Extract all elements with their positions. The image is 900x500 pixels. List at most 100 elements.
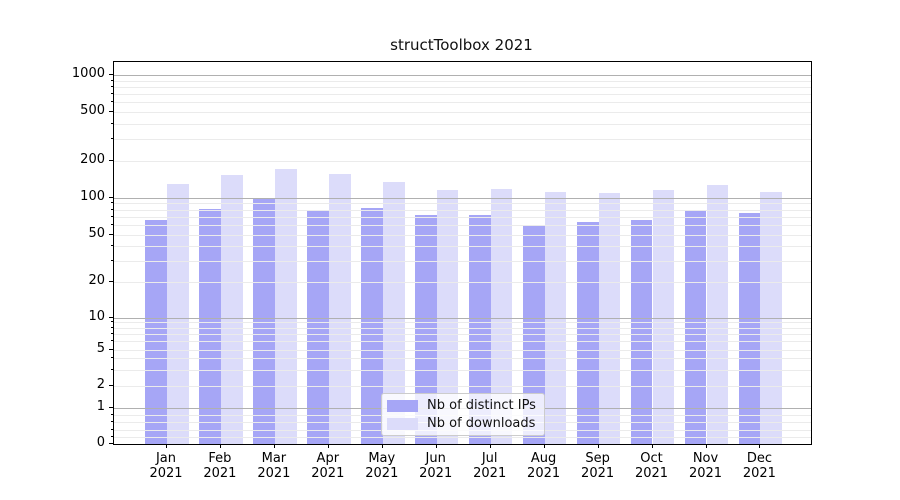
bar-distinct-ips-feb bbox=[199, 209, 221, 444]
gridline-800 bbox=[114, 86, 811, 88]
y-minor-tick-800 bbox=[111, 85, 113, 87]
legend-swatch-downloads bbox=[387, 417, 418, 430]
bar-distinct-ips-nov bbox=[684, 209, 707, 444]
bar-downloads-mar bbox=[274, 168, 297, 444]
bar-distinct-ips-may bbox=[361, 207, 383, 444]
x-tick-label-feb: Feb 2021 bbox=[203, 451, 237, 481]
x-tick-mark-sep bbox=[597, 444, 599, 448]
y-tick-label-1: 1 bbox=[96, 399, 105, 414]
legend-item-downloads: Nb of downloads bbox=[387, 417, 536, 430]
bar-downloads-sep bbox=[598, 192, 621, 444]
y-minor-tick-8 bbox=[111, 326, 113, 328]
y-tick-label-1000: 1000 bbox=[71, 66, 105, 81]
x-tick-label-sep: Sep 2021 bbox=[581, 451, 615, 481]
bar-distinct-ips-mar bbox=[253, 197, 275, 444]
x-tick-mark-jul bbox=[489, 444, 491, 448]
y-tick-mark-1000 bbox=[109, 74, 113, 75]
bar-distinct-ips-oct bbox=[630, 219, 653, 444]
x-tick-label-jul: Jul 2021 bbox=[473, 451, 507, 481]
chart-title: structToolbox 2021 bbox=[390, 36, 533, 54]
bar-downloads-jun bbox=[436, 190, 459, 444]
bar-distinct-ips-sep bbox=[576, 221, 599, 444]
y-minor-tick-6 bbox=[111, 340, 113, 342]
bar-distinct-ips-apr bbox=[307, 211, 329, 444]
y-minor-tick-400 bbox=[111, 122, 113, 124]
x-tick-mark-feb bbox=[219, 444, 221, 448]
y-minor-tick-30 bbox=[111, 260, 113, 262]
bar-downloads-jan bbox=[167, 183, 189, 444]
y-minor-tick-0.4 bbox=[111, 428, 113, 430]
gridline-300 bbox=[114, 139, 811, 141]
x-tick-mark-may bbox=[381, 444, 383, 448]
legend: Nb of distinct IPs Nb of downloads bbox=[381, 393, 545, 436]
y-tick-mark-0 bbox=[109, 443, 113, 444]
x-tick-label-apr: Apr 2021 bbox=[311, 451, 345, 481]
y-minor-tick-3 bbox=[111, 369, 113, 370]
y-tick-label-5: 5 bbox=[96, 340, 105, 356]
x-tick-label-mar: Mar 2021 bbox=[257, 451, 291, 481]
y-tick-label-2: 2 bbox=[96, 377, 105, 393]
x-tick-mark-mar bbox=[273, 444, 275, 448]
x-tick-label-nov: Nov 2021 bbox=[688, 451, 723, 481]
x-tick-mark-jan bbox=[166, 444, 167, 448]
y-tick-label-50: 50 bbox=[88, 225, 105, 241]
y-minor-tick-7 bbox=[111, 333, 113, 334]
gridline-200 bbox=[114, 161, 811, 162]
x-tick-label-aug: Aug 2021 bbox=[527, 451, 561, 481]
y-minor-tick-70 bbox=[111, 215, 113, 217]
y-minor-tick-90 bbox=[111, 202, 113, 204]
y-tick-mark-2 bbox=[109, 385, 113, 387]
x-tick-mark-oct bbox=[651, 444, 653, 448]
y-tick-label-20: 20 bbox=[88, 273, 105, 289]
plot-area: Nb of distinct IPs Nb of downloads bbox=[113, 61, 812, 445]
x-tick-mark-apr bbox=[327, 444, 329, 448]
y-tick-mark-200 bbox=[109, 160, 113, 161]
y-minor-tick-80 bbox=[111, 208, 113, 210]
x-tick-mark-aug bbox=[543, 444, 545, 448]
y-tick-mark-1 bbox=[109, 407, 113, 408]
bar-distinct-ips-jan bbox=[145, 219, 167, 444]
x-tick-label-jan: Jan 2021 bbox=[149, 451, 183, 481]
x-tick-mark-jun bbox=[435, 444, 437, 448]
y-tick-label-500: 500 bbox=[80, 102, 105, 118]
y-minor-tick-700 bbox=[111, 93, 113, 94]
bar-downloads-nov bbox=[706, 185, 729, 444]
x-tick-label-dec: Dec 2021 bbox=[742, 451, 776, 481]
legend-label-distinct-ips: Nb of distinct IPs bbox=[427, 398, 536, 413]
y-minor-tick-600 bbox=[111, 101, 113, 103]
y-minor-tick-4 bbox=[111, 357, 113, 359]
gridline-700 bbox=[114, 94, 811, 95]
y-tick-mark-10 bbox=[109, 316, 113, 318]
y-minor-tick-300 bbox=[111, 138, 113, 140]
x-tick-mark-nov bbox=[705, 444, 707, 448]
y-tick-mark-50 bbox=[109, 233, 113, 235]
bar-downloads-dec bbox=[760, 191, 783, 444]
bar-downloads-jul bbox=[490, 188, 513, 444]
y-minor-tick-900 bbox=[111, 79, 113, 81]
legend-swatch-distinct-ips bbox=[387, 399, 418, 412]
y-tick-label-0: 0 bbox=[96, 435, 105, 450]
y-tick-label-200: 200 bbox=[80, 152, 105, 167]
y-minor-tick-9 bbox=[111, 321, 113, 323]
bar-downloads-apr bbox=[328, 174, 351, 444]
y-tick-mark-100 bbox=[109, 196, 113, 198]
y-tick-mark-5 bbox=[109, 348, 113, 350]
y-minor-tick-0.8 bbox=[111, 414, 113, 416]
x-tick-label-may: May 2021 bbox=[365, 451, 399, 481]
y-tick-label-10: 10 bbox=[88, 308, 105, 324]
bar-downloads-aug bbox=[544, 191, 567, 444]
y-tick-mark-500 bbox=[109, 110, 113, 112]
bar-downloads-may bbox=[382, 181, 405, 444]
gridline-600 bbox=[114, 102, 811, 104]
gridline-1000 bbox=[114, 75, 811, 76]
gridline-500 bbox=[114, 111, 811, 113]
bar-downloads-feb bbox=[220, 174, 243, 444]
gridline-900 bbox=[114, 80, 811, 82]
bar-downloads-oct bbox=[652, 189, 675, 444]
y-minor-tick-40 bbox=[111, 245, 113, 247]
gridline-400 bbox=[114, 123, 811, 125]
x-tick-label-oct: Oct 2021 bbox=[634, 451, 669, 481]
bar-distinct-ips-dec bbox=[738, 213, 761, 444]
y-tick-label-100: 100 bbox=[80, 188, 105, 204]
